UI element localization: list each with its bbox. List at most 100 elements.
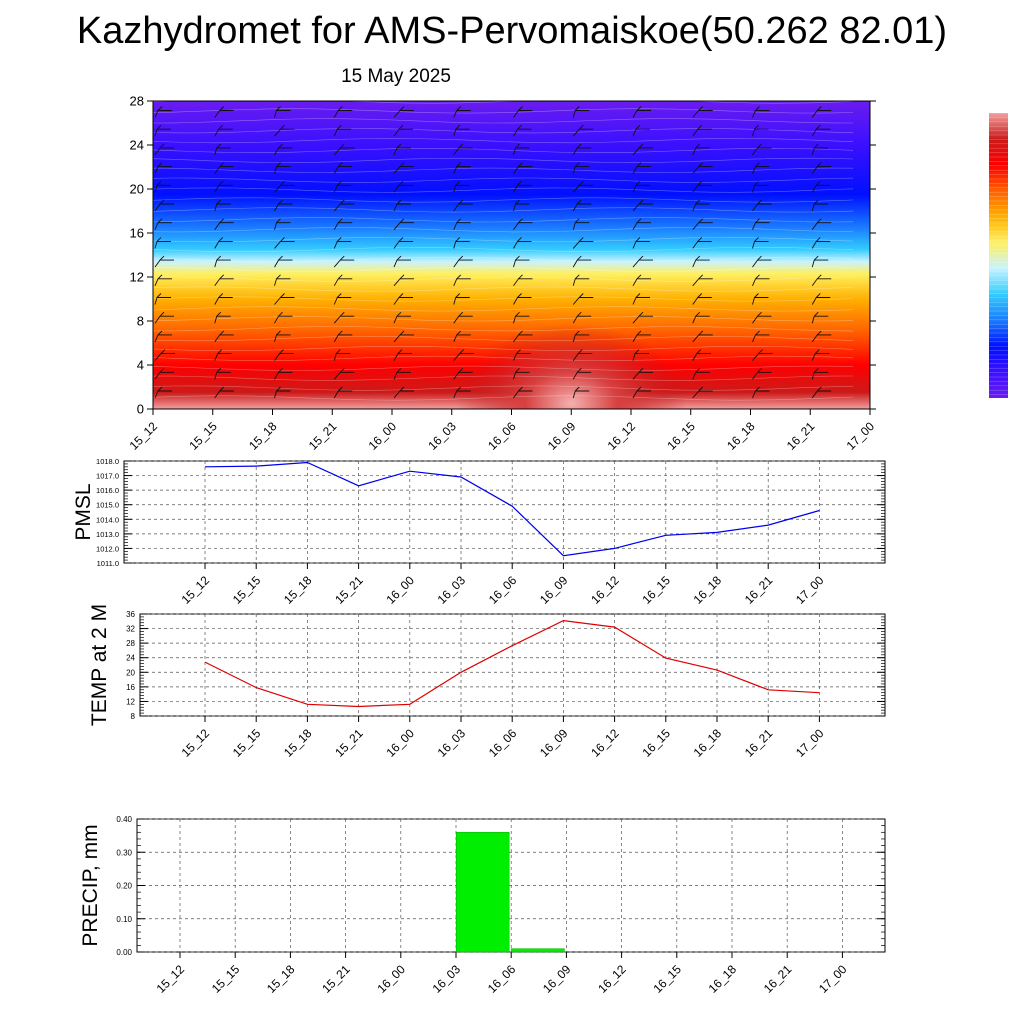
x-tick-label: 15_15 bbox=[209, 962, 243, 996]
wind-barb bbox=[811, 274, 832, 287]
x-tick-label: 16_03 bbox=[430, 962, 464, 996]
y-tick-label: 1018.0 bbox=[96, 457, 119, 466]
wind-barb bbox=[632, 293, 650, 305]
x-tick-label: 16_12 bbox=[588, 573, 622, 607]
wind-barb bbox=[752, 386, 770, 399]
colorbar-gradient bbox=[989, 113, 1008, 398]
contour-line bbox=[153, 128, 854, 134]
x-tick-label: 16_15 bbox=[664, 419, 698, 453]
wind-barb bbox=[513, 162, 533, 174]
wind-barb bbox=[274, 106, 291, 118]
wind-barb bbox=[333, 237, 352, 249]
y-tick-label: 0.30 bbox=[116, 848, 132, 857]
wind-barb bbox=[214, 311, 231, 324]
wind-barb bbox=[393, 162, 414, 174]
wind-barb bbox=[154, 311, 174, 324]
wind-barb bbox=[393, 143, 411, 156]
wind-barb bbox=[692, 237, 712, 249]
wind-barb bbox=[333, 367, 355, 380]
x-tick-label: 16_12 bbox=[588, 726, 622, 760]
x-tick-label: 16_18 bbox=[706, 962, 740, 996]
y-tick-label: 1012.0 bbox=[96, 544, 119, 553]
x-tick-label: 15_21 bbox=[319, 962, 353, 996]
wind-barb bbox=[752, 124, 769, 137]
wind-barb bbox=[214, 143, 231, 156]
y-tick-label: 8 bbox=[131, 712, 136, 721]
x-tick-label: 15_12 bbox=[154, 962, 188, 996]
wind-barb bbox=[214, 180, 233, 193]
wind-barb bbox=[453, 180, 470, 193]
x-tick-label: 15_21 bbox=[332, 573, 366, 607]
wind-barb bbox=[811, 162, 832, 174]
wind-barb bbox=[154, 255, 174, 268]
wind-barb bbox=[752, 330, 770, 343]
wind-barb bbox=[333, 124, 352, 137]
wind-barb bbox=[752, 311, 772, 324]
wind-barb bbox=[333, 293, 352, 305]
x-tick-label: 16_12 bbox=[605, 419, 639, 453]
wind-barb bbox=[872, 163, 888, 174]
wind-barb bbox=[872, 275, 888, 286]
wind-barb bbox=[872, 256, 890, 267]
wind-barb bbox=[393, 330, 414, 343]
contour-line bbox=[153, 286, 854, 292]
wind-barb bbox=[811, 237, 831, 249]
wind-barb bbox=[513, 218, 533, 230]
wind-barb bbox=[872, 331, 888, 342]
panel-frame bbox=[123, 460, 886, 564]
wind-barb bbox=[393, 367, 411, 380]
wind-barb bbox=[513, 293, 532, 305]
wind-barb bbox=[274, 124, 295, 137]
wind-barb bbox=[513, 330, 533, 343]
x-tick-label: 16_09 bbox=[537, 573, 571, 607]
wind-barb bbox=[154, 330, 172, 343]
wind-barb bbox=[752, 162, 770, 174]
y-tick-label: 1011.0 bbox=[97, 559, 119, 568]
wind-barb bbox=[692, 367, 710, 380]
x-tick-label: 16_15 bbox=[639, 573, 673, 607]
x-tick-label: 16_09 bbox=[540, 962, 574, 996]
x-tick-label: 15_15 bbox=[230, 573, 264, 607]
contour-line bbox=[153, 326, 854, 332]
wind-barb bbox=[872, 237, 892, 248]
contour-line bbox=[153, 167, 854, 173]
wind-barb bbox=[393, 106, 414, 118]
x-tick-label: 16_21 bbox=[742, 726, 776, 760]
wind-barb bbox=[453, 162, 471, 174]
wind-barb bbox=[393, 199, 411, 212]
wind-barb bbox=[154, 124, 171, 137]
wind-barb bbox=[333, 255, 355, 268]
y-axis-label: PRECIP, mm bbox=[79, 824, 102, 946]
x-tick-label: 16_21 bbox=[761, 962, 795, 996]
wind-barb bbox=[274, 311, 293, 324]
wind-barb bbox=[214, 349, 232, 361]
contour-line bbox=[153, 177, 854, 183]
contour-line bbox=[153, 227, 854, 233]
x-tick-label: 16_12 bbox=[595, 962, 629, 996]
contour-line bbox=[153, 246, 854, 253]
wind-barb bbox=[811, 367, 829, 380]
x-tick-label: 15_21 bbox=[306, 419, 340, 453]
wind-barb bbox=[752, 255, 772, 268]
wind-barb bbox=[333, 199, 355, 212]
wind-barb bbox=[632, 237, 650, 249]
wind-barb bbox=[214, 237, 233, 249]
wind-barb bbox=[333, 143, 355, 156]
wind-barb bbox=[513, 349, 531, 361]
x-tick-label: 16_18 bbox=[691, 573, 725, 607]
contour-line bbox=[153, 118, 854, 124]
wind-barb bbox=[393, 293, 413, 305]
x-tick-label: 16_06 bbox=[486, 573, 520, 607]
wind-barb bbox=[274, 199, 293, 212]
x-tick-label: 15_12 bbox=[179, 573, 213, 607]
wind-barb bbox=[752, 143, 772, 156]
y-tick-label: 4 bbox=[137, 358, 144, 373]
wind-barb bbox=[572, 255, 592, 268]
wind-barb bbox=[872, 368, 890, 379]
wind-barb bbox=[154, 237, 171, 249]
x-tick-label: 15_15 bbox=[186, 419, 220, 453]
x-tick-label: 17_00 bbox=[816, 962, 850, 996]
wind-barb bbox=[453, 274, 471, 286]
wind-barb bbox=[572, 311, 592, 324]
